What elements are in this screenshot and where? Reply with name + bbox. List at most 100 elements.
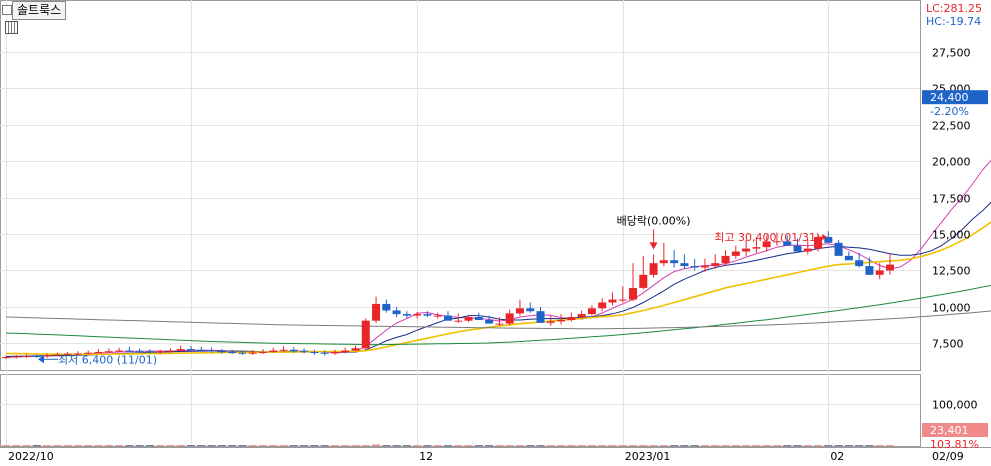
time-axis-label: 12 (419, 450, 433, 463)
candle-body (834, 242, 843, 256)
candle-body (855, 260, 864, 267)
current-price-tag (922, 90, 988, 105)
volume-bar (361, 445, 370, 447)
volume-bar (814, 445, 823, 447)
volume-bar (474, 445, 483, 447)
candle-body (618, 299, 627, 301)
volume-bar (341, 445, 350, 447)
volume-bar (145, 445, 154, 447)
volume-bar (639, 445, 648, 447)
volume-bar (382, 445, 391, 447)
volume-bar (608, 445, 617, 447)
volume-bar (618, 445, 627, 447)
volume-bar (413, 445, 422, 447)
volume-bar (464, 445, 473, 447)
candle-body (392, 310, 401, 315)
time-axis-label: 2023/01 (625, 450, 671, 463)
candle-body (300, 351, 309, 353)
volume-bar (680, 445, 689, 447)
candle-body (94, 351, 103, 353)
candle-body (279, 349, 288, 351)
candle-body (341, 350, 350, 352)
volume-tick-label: 100,000 (932, 399, 978, 412)
candle-body (567, 317, 576, 320)
volume-bar (865, 445, 874, 447)
candle-body (629, 287, 638, 300)
volume-bar (238, 445, 247, 447)
candle-body (104, 351, 113, 353)
volume-bar (330, 445, 339, 447)
volume-bar (742, 445, 751, 447)
candle-body (793, 245, 802, 252)
candle-body (351, 348, 360, 351)
volume-bar (752, 445, 761, 447)
low-arrow-icon (38, 355, 44, 364)
volume-bar (217, 445, 226, 447)
candle-body (844, 255, 853, 261)
candle-body (207, 350, 216, 352)
volume-bar (22, 445, 31, 447)
grid-toggle-icon[interactable] (5, 21, 18, 34)
volume-bar (187, 445, 196, 447)
volume-bar (43, 445, 52, 447)
volume-bar (587, 445, 596, 447)
volume-bars (1, 444, 895, 447)
candle-body (372, 303, 381, 321)
price-tick-label: 15,000 (932, 229, 971, 242)
price-axis-labels: 7,500 10,000 12,500 15,000 17,500 20,000 22,50… (932, 47, 978, 412)
candle-body (145, 351, 154, 353)
candle-body (752, 247, 761, 249)
candle-body (721, 255, 730, 264)
candle-body (690, 266, 699, 268)
candle-body (12, 356, 21, 358)
volume-bar (392, 445, 401, 447)
candle-body (269, 350, 278, 352)
current-price-value: 24,400 (930, 91, 969, 104)
volume-bar (690, 445, 699, 447)
volume-bar (443, 445, 453, 447)
candlesticks (1, 231, 895, 360)
candle-body (228, 351, 237, 353)
candle-body (495, 323, 504, 325)
volume-bar (1, 445, 11, 447)
candle-body (176, 349, 185, 351)
dividend-arrow-icon (649, 242, 658, 250)
volume-bar (207, 445, 216, 447)
volume-bar (598, 445, 607, 447)
volume-bar (156, 445, 165, 447)
volume-bar (762, 445, 771, 447)
time-axis-labels: 2022/10 12 2023/01 02 02/09 (8, 450, 964, 463)
candle-body (649, 263, 658, 275)
price-panel-border (0, 0, 921, 371)
candle-body (402, 314, 411, 316)
volume-bar (289, 445, 298, 447)
candle-body (361, 320, 370, 349)
volume-bar (721, 445, 730, 447)
current-volume-tag (922, 423, 988, 437)
volume-bar (372, 444, 381, 446)
volume-bar (73, 445, 82, 447)
volume-bar (731, 445, 740, 447)
price-tick-label: 27,500 (932, 47, 971, 60)
time-axis-label: 2022/10 (8, 450, 54, 463)
volume-bar (557, 445, 566, 447)
volume-bar (402, 445, 411, 447)
volume-bar (577, 445, 586, 447)
candle-body (742, 248, 751, 252)
candle-body (382, 303, 391, 311)
candle-body (63, 353, 72, 355)
candle-body (865, 266, 874, 275)
candle-body (320, 352, 329, 354)
volume-bar (885, 445, 895, 447)
candle-body (557, 319, 566, 322)
settings-checkbox[interactable] (2, 5, 12, 15)
candle-body (32, 356, 41, 358)
candle-body (22, 356, 31, 358)
volume-bar (423, 445, 432, 447)
stock-name-label[interactable]: 솔트룩스 (12, 1, 67, 20)
candle-body (670, 260, 679, 264)
candle-body (639, 274, 648, 288)
volume-bar (783, 445, 792, 447)
candle-body (885, 264, 895, 271)
